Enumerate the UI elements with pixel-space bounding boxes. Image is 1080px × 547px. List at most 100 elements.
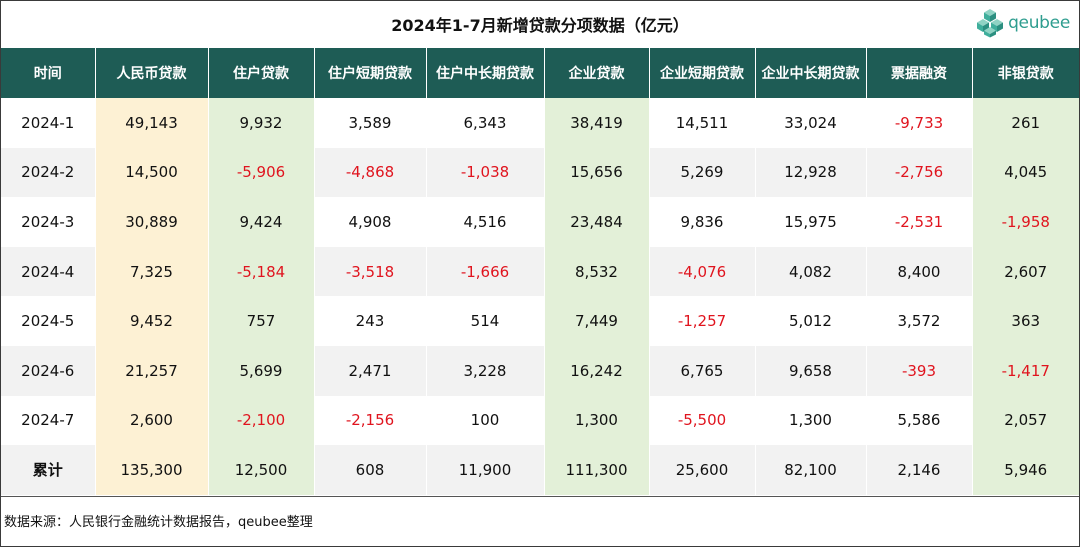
table-cell: -5,500 xyxy=(648,395,755,446)
table-cell: -1,038 xyxy=(425,147,544,198)
table-cell: 3,572 xyxy=(865,296,972,346)
table-cell: -5,184 xyxy=(207,246,314,297)
table-cell: 5,699 xyxy=(207,345,314,396)
table-cell: 261 xyxy=(971,98,1079,148)
table-cell: 7,325 xyxy=(94,246,208,297)
header-cell: 住户短期贷款 xyxy=(313,48,426,98)
table-cell: 6,343 xyxy=(425,98,544,148)
table-cell: 12,500 xyxy=(207,445,314,495)
table-row: 2024-7 2,600 -2,100 -2,156 100 1,300 -5,500 1,3… xyxy=(1,395,1079,446)
table-cell: 49,143 xyxy=(94,98,208,148)
table-row: 2024-1 49,143 9,932 3,589 6,343 38,419 14,511 3… xyxy=(1,98,1079,148)
table-cell: -4,076 xyxy=(648,246,755,297)
table-cell: 8,400 xyxy=(865,246,972,297)
row-label-cell: 2024-7 xyxy=(1,395,95,446)
table-cell: 21,257 xyxy=(94,345,208,396)
row-label-cell: 2024-1 xyxy=(1,98,95,148)
table-row: 2024-5 9,452 757 243 514 7,449 -1,257 5,012 3,57… xyxy=(1,296,1079,346)
table-bottom-rule xyxy=(1,496,1079,497)
table-cell: 6,765 xyxy=(648,345,755,396)
header-cell: 票据融资 xyxy=(865,48,972,98)
table-cell: 82,100 xyxy=(754,445,866,495)
loan-data-table: 时间 人民币贷款 住户贷款 住户短期贷款 住户中长期贷款 企业贷款 企业短期贷款… xyxy=(1,48,1079,495)
table-cell: 25,600 xyxy=(648,445,755,495)
table-cell: 608 xyxy=(313,445,426,495)
table-row: 2024-6 21,257 5,699 2,471 3,228 16,242 6,765 9,… xyxy=(1,345,1079,396)
table-cell: 30,889 xyxy=(94,197,208,247)
table-row: 2024-2 14,500 -5,906 -4,868 -1,038 15,656 5,26… xyxy=(1,147,1079,198)
table-cell: -2,100 xyxy=(207,395,314,446)
source-footnote: 数据来源：人民银行金融统计数据报告，qeubee整理 xyxy=(4,515,313,530)
table-cell: -4,868 xyxy=(313,147,426,198)
row-label-cell: 2024-4 xyxy=(1,246,95,297)
table-cell: -2,156 xyxy=(313,395,426,446)
table-cell: -393 xyxy=(865,345,972,396)
table-cell: 15,656 xyxy=(543,147,649,198)
table-cell: 9,658 xyxy=(754,345,866,396)
table-cell: 1,300 xyxy=(543,395,649,446)
table-cell: 1,300 xyxy=(754,395,866,446)
table-cell: 16,242 xyxy=(543,345,649,396)
table-cell: 7,449 xyxy=(543,296,649,346)
chart-title: 2024年1-7月新增贷款分项数据（亿元） xyxy=(391,16,689,35)
table-cell: -1,417 xyxy=(971,345,1079,396)
table-cell: 15,975 xyxy=(754,197,866,247)
table-cell: -1,958 xyxy=(971,197,1079,247)
table-cell: 5,586 xyxy=(865,395,972,446)
header-cell: 企业中长期贷款 xyxy=(754,48,866,98)
table-cell: 9,836 xyxy=(648,197,755,247)
table-cell: 2,607 xyxy=(971,246,1079,297)
table-cell: 4,908 xyxy=(313,197,426,247)
table-cell: 5,269 xyxy=(648,147,755,198)
table-cell: 514 xyxy=(425,296,544,346)
table-cell: 243 xyxy=(313,296,426,346)
logo-text: qeubee xyxy=(1008,13,1070,33)
table-cell: 2,146 xyxy=(865,445,972,495)
row-label-cell: 2024-6 xyxy=(1,345,95,396)
table-cell: 12,928 xyxy=(754,147,866,198)
table-row: 2024-3 30,889 9,424 4,908 4,516 23,484 9,836 15… xyxy=(1,197,1079,247)
header-cell: 住户中长期贷款 xyxy=(425,48,544,98)
table-cell: 33,024 xyxy=(754,98,866,148)
table-cell: 757 xyxy=(207,296,314,346)
header-cell: 企业贷款 xyxy=(543,48,649,98)
header-cell: 时间 xyxy=(1,48,95,98)
table-cell: -1,257 xyxy=(648,296,755,346)
table-cell: 38,419 xyxy=(543,98,649,148)
header-cell: 住户贷款 xyxy=(207,48,314,98)
table-cell: 11,900 xyxy=(425,445,544,495)
table-cell: 23,484 xyxy=(543,197,649,247)
table-header-row: 时间 人民币贷款 住户贷款 住户短期贷款 住户中长期贷款 企业贷款 企业短期贷款… xyxy=(1,48,1079,98)
table-cell: -3,518 xyxy=(313,246,426,297)
row-label-cell: 2024-3 xyxy=(1,197,95,247)
table-cell: 8,532 xyxy=(543,246,649,297)
table-cell: 111,300 xyxy=(543,445,649,495)
table-cell: -1,666 xyxy=(425,246,544,297)
table-cell: 5,012 xyxy=(754,296,866,346)
table-cell: 14,511 xyxy=(648,98,755,148)
table-cell: 3,589 xyxy=(313,98,426,148)
table-cell: 363 xyxy=(971,296,1079,346)
table-cell: 100 xyxy=(425,395,544,446)
table-cell: 9,452 xyxy=(94,296,208,346)
table-cell: 2,471 xyxy=(313,345,426,396)
table-cell: -2,756 xyxy=(865,147,972,198)
table-cell: 4,516 xyxy=(425,197,544,247)
table-cell: -9,733 xyxy=(865,98,972,148)
row-label-cell: 累计 xyxy=(1,445,95,495)
table-cell: 135,300 xyxy=(94,445,208,495)
table-cell: 5,946 xyxy=(971,445,1079,495)
table-row: 2024-4 7,325 -5,184 -3,518 -1,666 8,532 -4,076… xyxy=(1,246,1079,297)
qeubee-logo: qeubee xyxy=(976,8,1070,38)
header-cell: 企业短期贷款 xyxy=(648,48,755,98)
table-cell: -2,531 xyxy=(865,197,972,247)
table-cell: 9,424 xyxy=(207,197,314,247)
table-cell: 3,228 xyxy=(425,345,544,396)
table-cell: 9,932 xyxy=(207,98,314,148)
header-cell: 人民币贷款 xyxy=(94,48,208,98)
table-cell: -5,906 xyxy=(207,147,314,198)
header-cell: 非银贷款 xyxy=(971,48,1079,98)
table-total-row: 累计 135,300 12,500 608 11,900 111,300 25,600 82,… xyxy=(1,445,1079,495)
row-label-cell: 2024-2 xyxy=(1,147,95,198)
table-cell: 2,057 xyxy=(971,395,1079,446)
